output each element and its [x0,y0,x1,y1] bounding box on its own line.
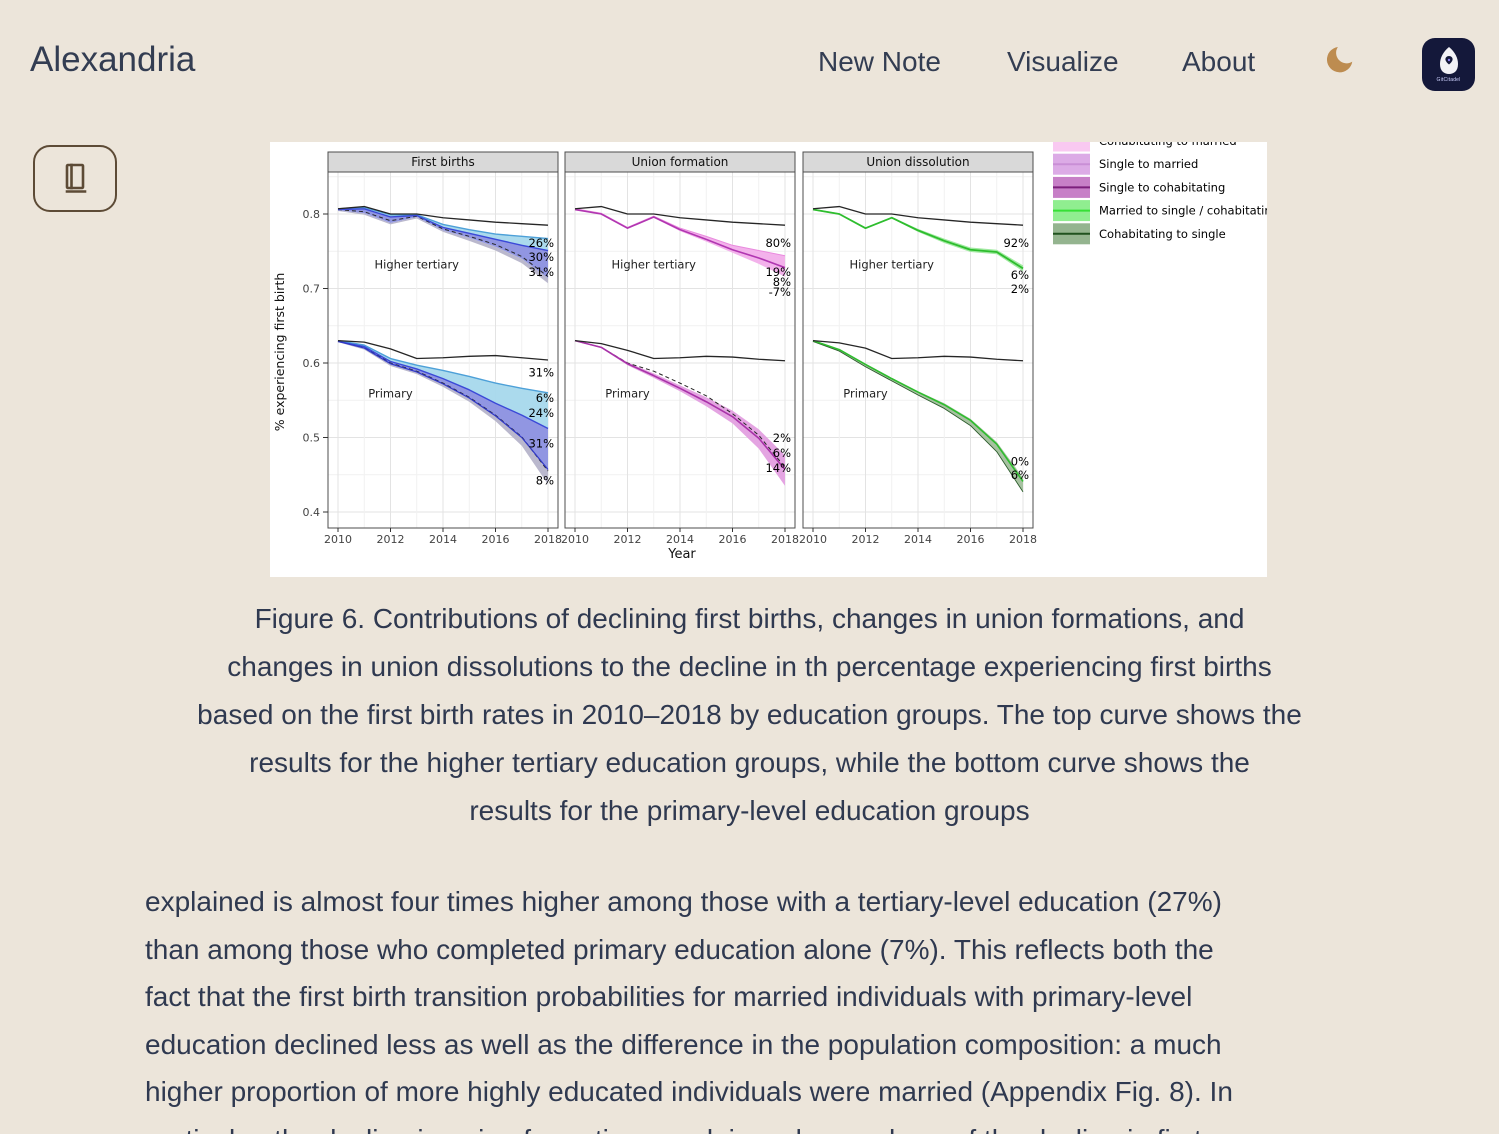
article-line: fact that the first birth transition pro… [145,981,1193,1012]
svg-text:2%: 2% [773,431,791,445]
svg-text:0%: 0% [1011,454,1029,468]
gitcitadel-label: GitCitadel [1436,77,1461,83]
svg-text:2012: 2012 [852,533,880,546]
nav-about[interactable]: About [1182,46,1256,77]
svg-text:80%: 80% [765,236,791,250]
svg-text:26%: 26% [528,236,554,250]
svg-text:2%: 2% [1011,282,1029,296]
svg-text:2012: 2012 [614,533,642,546]
svg-text:0.6: 0.6 [303,357,321,370]
svg-text:2014: 2014 [429,533,457,546]
svg-text:Single to cohabitating: Single to cohabitating [1099,180,1225,194]
svg-text:Primary: Primary [605,386,650,400]
svg-text:2018: 2018 [534,533,562,546]
svg-text:0.4: 0.4 [303,506,321,519]
svg-text:14%: 14% [765,461,791,475]
svg-text:2016: 2016 [719,533,747,546]
svg-text:Cohabitating to single: Cohabitating to single [1099,227,1226,241]
svg-text:31%: 31% [528,265,554,279]
svg-text:30%: 30% [528,250,554,264]
svg-text:2016: 2016 [482,533,510,546]
svg-text:Primary: Primary [843,386,888,400]
article-line: than among those who completed primary e… [145,933,1214,965]
gitcitadel-icon [1439,47,1458,74]
svg-text:Higher tertiary: Higher tertiary [612,257,697,271]
svg-text:19%: 19% [765,265,791,279]
svg-text:0.7: 0.7 [303,283,321,296]
figure-image: Higher tertiary 26% 30% 31% Primary 31% 6% 24% 3… [270,142,1267,577]
nav-visualize[interactable]: Visualize [1007,46,1119,77]
book-icon [65,163,87,193]
svg-text:2010: 2010 [324,533,352,546]
svg-text:0.5: 0.5 [303,432,321,445]
svg-text:Union dissolution: Union dissolution [866,155,969,169]
article-line: higher proportion of more highly educate… [145,1076,1233,1107]
moon-icon [1326,46,1353,73]
svg-text:% experiencing first birth: % experiencing first birth [272,273,287,432]
svg-text:2018: 2018 [1009,533,1037,546]
svg-text:6%: 6% [536,391,554,405]
svg-text:Married to single / cohabitati: Married to single / cohabitating [1099,204,1267,218]
caption-line: based on the first birth rates in 2010–2… [197,699,1302,730]
svg-text:Year: Year [667,547,696,562]
caption-line: results for the higher tertiary educatio… [249,747,1250,778]
svg-text:8%: 8% [536,474,554,488]
svg-text:Union formation: Union formation [632,155,729,169]
svg-text:6%: 6% [1011,468,1029,482]
svg-text:6%: 6% [1011,268,1029,282]
svg-text:Higher tertiary: Higher tertiary [850,257,935,271]
svg-text:2016: 2016 [957,533,985,546]
figure-caption: Figure 6. Contributions of declining fir… [0,595,1499,835]
svg-text:2010: 2010 [799,533,827,546]
article-line-clipped: particular, the decline in union formati… [145,1116,1475,1134]
svg-text:31%: 31% [528,436,554,450]
article-line: explained is almost four times higher am… [145,886,1222,917]
article-line: education declined less as well as the d… [145,1028,1222,1060]
theme-toggle-button[interactable] [1322,42,1358,78]
svg-text:First births: First births [411,155,475,169]
decomposition-chart: Higher tertiary26%30%31%Primary31%6%24%3… [270,142,1267,577]
gitcitadel-logo[interactable]: GitCitadel [1422,38,1475,91]
caption-line: changes in union dissolutions to the dec… [227,651,1272,682]
svg-text:31%: 31% [528,366,554,380]
svg-text:Single to married: Single to married [1099,157,1198,171]
svg-text:-7%: -7% [769,285,791,299]
svg-text:2018: 2018 [771,533,799,546]
reader-mode-button[interactable] [33,145,117,212]
svg-text:0.8: 0.8 [303,208,321,221]
svg-text:Primary: Primary [368,386,413,400]
caption-line: results for the primary-level education … [469,795,1030,826]
svg-text:Higher tertiary: Higher tertiary [375,257,460,271]
svg-text:2012: 2012 [377,533,405,546]
svg-text:2014: 2014 [904,533,932,546]
svg-text:Cohabitating to married: Cohabitating to married [1099,142,1237,148]
nav-new-note[interactable]: New Note [818,46,941,77]
caption-line: Figure 6. Contributions of declining fir… [254,603,1245,634]
article-text: explained is almost four times higher am… [145,878,1475,1134]
brand-title[interactable]: Alexandria [30,40,196,79]
svg-text:92%: 92% [1003,236,1029,250]
svg-text:2014: 2014 [666,533,694,546]
svg-text:2010: 2010 [561,533,589,546]
svg-text:24%: 24% [528,406,554,420]
svg-text:6%: 6% [773,446,791,460]
svg-text:8%: 8% [773,275,791,289]
